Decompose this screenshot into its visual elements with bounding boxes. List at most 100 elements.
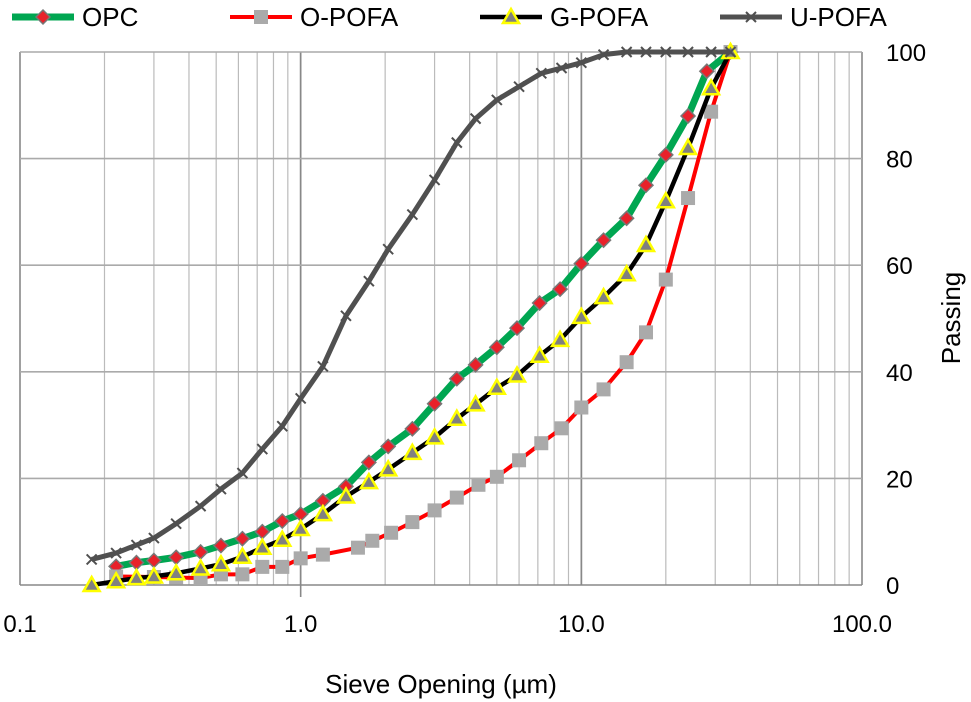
legend-label: U-POFA bbox=[790, 2, 887, 32]
data-point bbox=[658, 272, 673, 287]
data-point bbox=[705, 46, 717, 58]
legend-item: OPC bbox=[12, 2, 138, 32]
data-point bbox=[489, 469, 504, 484]
data-point bbox=[236, 467, 249, 479]
data-point bbox=[402, 442, 423, 461]
data-point bbox=[535, 67, 547, 80]
data-point bbox=[704, 104, 719, 119]
series-line bbox=[91, 50, 733, 588]
data-point bbox=[428, 174, 441, 186]
data-point bbox=[596, 382, 611, 397]
data-point bbox=[317, 360, 329, 373]
data-point bbox=[382, 243, 394, 255]
data-point bbox=[639, 325, 654, 340]
data-point bbox=[272, 529, 293, 547]
y-tick-label: 100 bbox=[886, 40, 926, 67]
data-point bbox=[549, 329, 571, 348]
data-point bbox=[508, 320, 526, 337]
data-point bbox=[360, 454, 377, 471]
data-point bbox=[571, 306, 592, 325]
data-point bbox=[365, 533, 380, 548]
legend-item: O-POFA bbox=[230, 2, 399, 32]
x-tick-label: 10.0 bbox=[558, 611, 605, 638]
data-point bbox=[143, 565, 165, 584]
data-point bbox=[554, 421, 569, 436]
data-point bbox=[552, 281, 569, 298]
data-point bbox=[616, 263, 637, 282]
data-point bbox=[255, 559, 270, 574]
x-tick-label: 1.0 bbox=[284, 611, 317, 638]
data-point bbox=[506, 365, 528, 383]
y-tick-label: 0 bbox=[886, 573, 899, 600]
data-point bbox=[427, 503, 442, 518]
series-line bbox=[91, 49, 731, 562]
data-point bbox=[168, 549, 185, 566]
data-point bbox=[574, 400, 589, 415]
data-point bbox=[745, 11, 757, 23]
data-point bbox=[212, 537, 230, 554]
data-point bbox=[467, 356, 484, 373]
data-point bbox=[170, 517, 182, 530]
x-tick-label: 0.1 bbox=[3, 611, 36, 638]
legend-item: U-POFA bbox=[720, 2, 887, 32]
data-point bbox=[210, 553, 232, 572]
legend-item: G-POFA bbox=[480, 2, 649, 32]
y-tick-label: 20 bbox=[886, 466, 913, 493]
data-point bbox=[335, 486, 357, 504]
data-point bbox=[657, 146, 674, 163]
data-point bbox=[145, 552, 162, 569]
data-point bbox=[555, 62, 568, 74]
data-point bbox=[471, 477, 486, 492]
data-point bbox=[597, 48, 610, 61]
data-point bbox=[232, 546, 253, 565]
y-tick-label: 40 bbox=[886, 360, 913, 387]
data-point bbox=[128, 554, 145, 571]
data-point bbox=[595, 232, 612, 249]
data-point bbox=[254, 10, 268, 24]
data-point bbox=[679, 107, 697, 125]
data-point bbox=[618, 210, 635, 227]
series-u-pofa bbox=[85, 46, 737, 566]
data-point bbox=[215, 483, 227, 495]
data-point bbox=[405, 515, 420, 530]
data-point bbox=[34, 8, 52, 26]
data-point bbox=[635, 234, 657, 253]
data-point bbox=[312, 503, 334, 522]
data-point bbox=[378, 458, 399, 477]
data-point bbox=[682, 46, 694, 58]
data-point bbox=[512, 453, 527, 468]
data-point bbox=[575, 56, 588, 69]
data-point bbox=[488, 339, 505, 356]
data-point bbox=[660, 46, 672, 58]
data-point bbox=[350, 540, 365, 555]
data-point bbox=[500, 6, 522, 25]
y-tick-label: 60 bbox=[886, 253, 913, 280]
legend-label: O-POFA bbox=[300, 2, 399, 32]
data-point bbox=[235, 567, 250, 582]
data-point bbox=[619, 355, 634, 370]
legend-label: G-POFA bbox=[550, 2, 649, 32]
data-point bbox=[404, 420, 421, 437]
data-point bbox=[513, 80, 525, 93]
data-point bbox=[424, 426, 445, 445]
legend-label: OPC bbox=[82, 2, 138, 32]
data-point bbox=[700, 77, 722, 96]
data-point bbox=[276, 420, 288, 432]
data-point bbox=[491, 94, 503, 106]
x-tick-label: 100.0 bbox=[832, 611, 892, 638]
data-point bbox=[294, 392, 307, 405]
data-point bbox=[194, 500, 207, 512]
data-point bbox=[426, 395, 443, 412]
data-point bbox=[698, 63, 715, 80]
data-point bbox=[275, 559, 290, 574]
y-axis-label: Passing bbox=[936, 272, 966, 365]
data-point bbox=[130, 539, 143, 551]
x-axis-label: Sieve Opening (µm) bbox=[325, 669, 557, 699]
data-point bbox=[358, 471, 380, 490]
data-point bbox=[681, 191, 696, 206]
series-g-pofa bbox=[81, 41, 741, 593]
data-point bbox=[126, 567, 147, 586]
data-point bbox=[252, 537, 273, 555]
data-point bbox=[677, 137, 699, 156]
data-point bbox=[529, 345, 550, 364]
